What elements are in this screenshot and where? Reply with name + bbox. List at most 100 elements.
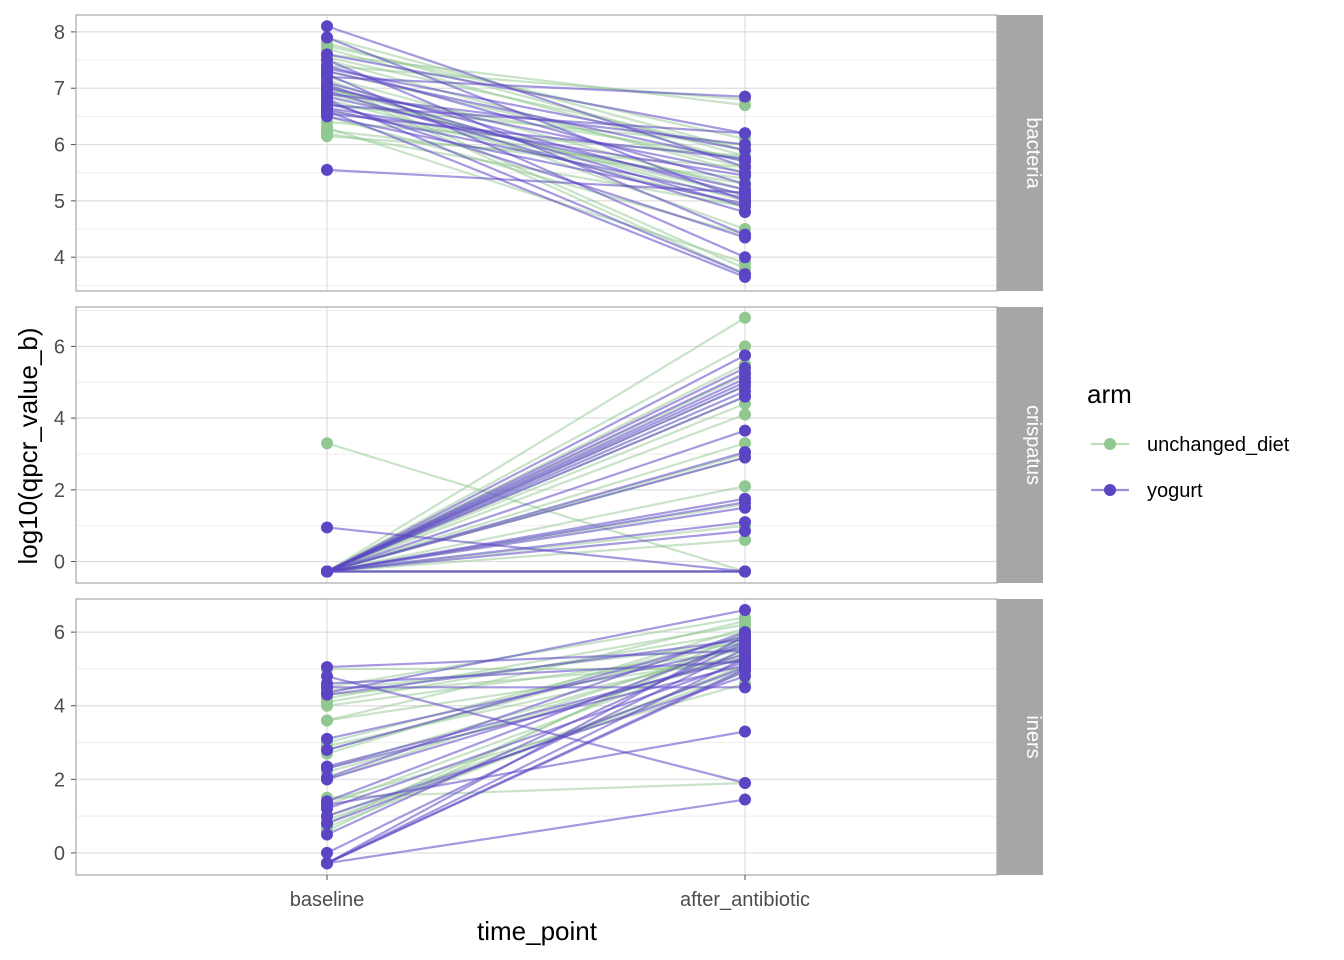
series-lines [326, 25, 746, 278]
legend-label-unchanged-diet: unchanged_diet [1147, 434, 1290, 456]
major-gridlines [76, 631, 997, 854]
y-tick-label: 4 [54, 247, 65, 269]
data-point-yogurt [739, 349, 751, 362]
data-point-yogurt [321, 817, 333, 830]
x-axis: baseline after_antibiotic [290, 875, 810, 911]
series-points [321, 20, 751, 283]
series-line-yogurt [326, 634, 746, 865]
facet-panel-iners: 0 2 4 6 iners [54, 598, 1044, 876]
series-line-unchanged_diet [326, 53, 746, 107]
series-line-yogurt [326, 106, 746, 177]
x-tick-label: after_antibiotic [680, 889, 810, 911]
facet-strip-label: iners [1022, 715, 1044, 758]
major-gridlines [76, 31, 997, 258]
data-point-unchanged_diet [739, 437, 751, 450]
data-point-yogurt [739, 206, 751, 219]
data-point-unchanged_diet [321, 437, 333, 450]
data-point-yogurt [739, 777, 751, 789]
series-line-yogurt [326, 656, 746, 865]
data-point-yogurt [321, 773, 333, 786]
data-point-yogurt [739, 793, 751, 806]
data-point-yogurt [739, 451, 751, 464]
data-point-yogurt [321, 20, 333, 33]
legend-key-point [1104, 438, 1116, 450]
facet-strip [997, 599, 1043, 875]
series-line-unchanged_diet [326, 620, 746, 722]
series-line-yogurt [326, 798, 746, 865]
data-point-yogurt [739, 629, 751, 642]
data-point-yogurt [739, 231, 751, 244]
series-line-yogurt [326, 631, 746, 779]
data-point-yogurt [739, 424, 751, 437]
series-line-unchanged_diet [326, 442, 746, 573]
series-points [321, 604, 751, 870]
data-point-yogurt [739, 251, 751, 264]
series-line-unchanged_diet [326, 413, 746, 573]
facet-strip-label: bacteria [1022, 117, 1044, 189]
data-point-yogurt [739, 90, 751, 103]
legend: arm unchanged_diet yogurt [1087, 379, 1290, 502]
x-tick-label: baseline [290, 889, 365, 911]
data-point-unchanged_diet [739, 408, 751, 421]
y-axis-title: log10(qpcr_value_b) [13, 327, 43, 564]
data-point-yogurt [321, 521, 333, 534]
series-line-unchanged_diet [326, 44, 746, 140]
data-point-yogurt [321, 31, 333, 44]
series-line-yogurt [326, 53, 746, 135]
data-point-yogurt [321, 857, 333, 870]
data-point-yogurt [739, 651, 751, 664]
data-point-unchanged_diet [739, 311, 751, 324]
data-point-yogurt [739, 192, 751, 205]
y-tick-label: 5 [54, 191, 65, 213]
legend-key-unchanged-diet: unchanged_diet [1091, 434, 1290, 456]
y-tick-label: 6 [54, 135, 65, 157]
y-tick-label: 6 [54, 622, 65, 644]
data-point-yogurt [739, 525, 751, 538]
facet-panel-crispatus: 0 2 4 6 crispatus [54, 306, 1044, 584]
series-line-yogurt [326, 675, 746, 785]
series-line-yogurt [326, 529, 746, 573]
series-lines [326, 316, 746, 573]
series-line-yogurt [326, 75, 746, 98]
y-tick-label: 4 [54, 696, 65, 718]
data-point-yogurt [321, 828, 333, 841]
series-line-yogurt [326, 429, 746, 573]
series-line-yogurt [326, 638, 746, 696]
y-tick-label: 4 [54, 408, 65, 430]
minor-gridlines [76, 310, 997, 527]
data-point-unchanged_diet [321, 130, 333, 143]
y-tick-label: 6 [54, 336, 65, 358]
data-point-yogurt [321, 846, 333, 859]
data-point-yogurt [739, 681, 751, 694]
data-point-yogurt [321, 661, 333, 674]
data-point-yogurt [739, 565, 751, 578]
series-line-yogurt [326, 642, 746, 836]
series-line-unchanged_diet [326, 402, 746, 573]
data-point-yogurt [739, 127, 751, 140]
series-line-yogurt [326, 647, 746, 854]
data-point-yogurt [739, 169, 751, 182]
series-line-yogurt [326, 456, 746, 573]
y-tick-label: 0 [54, 551, 65, 573]
series-line-yogurt [326, 354, 746, 573]
series-line-yogurt [326, 95, 746, 191]
data-point-yogurt [321, 688, 333, 701]
data-point-yogurt [739, 725, 751, 738]
data-point-yogurt [321, 732, 333, 745]
data-point-yogurt [739, 642, 751, 655]
y-tick-label: 8 [54, 22, 65, 44]
facet-strip [997, 307, 1043, 583]
data-point-yogurt [321, 103, 333, 116]
series-line-yogurt [326, 112, 746, 160]
series-line-yogurt [326, 84, 746, 208]
legend-label-yogurt: yogurt [1147, 480, 1203, 502]
data-point-yogurt [739, 501, 751, 514]
series-line-unchanged_diet [326, 538, 746, 573]
data-point-yogurt [739, 376, 751, 389]
y-tick-label: 2 [54, 480, 65, 502]
series-line-yogurt [326, 520, 746, 573]
y-tick-label: 7 [54, 78, 65, 100]
data-point-yogurt [321, 762, 333, 775]
series-line-yogurt [326, 381, 746, 573]
